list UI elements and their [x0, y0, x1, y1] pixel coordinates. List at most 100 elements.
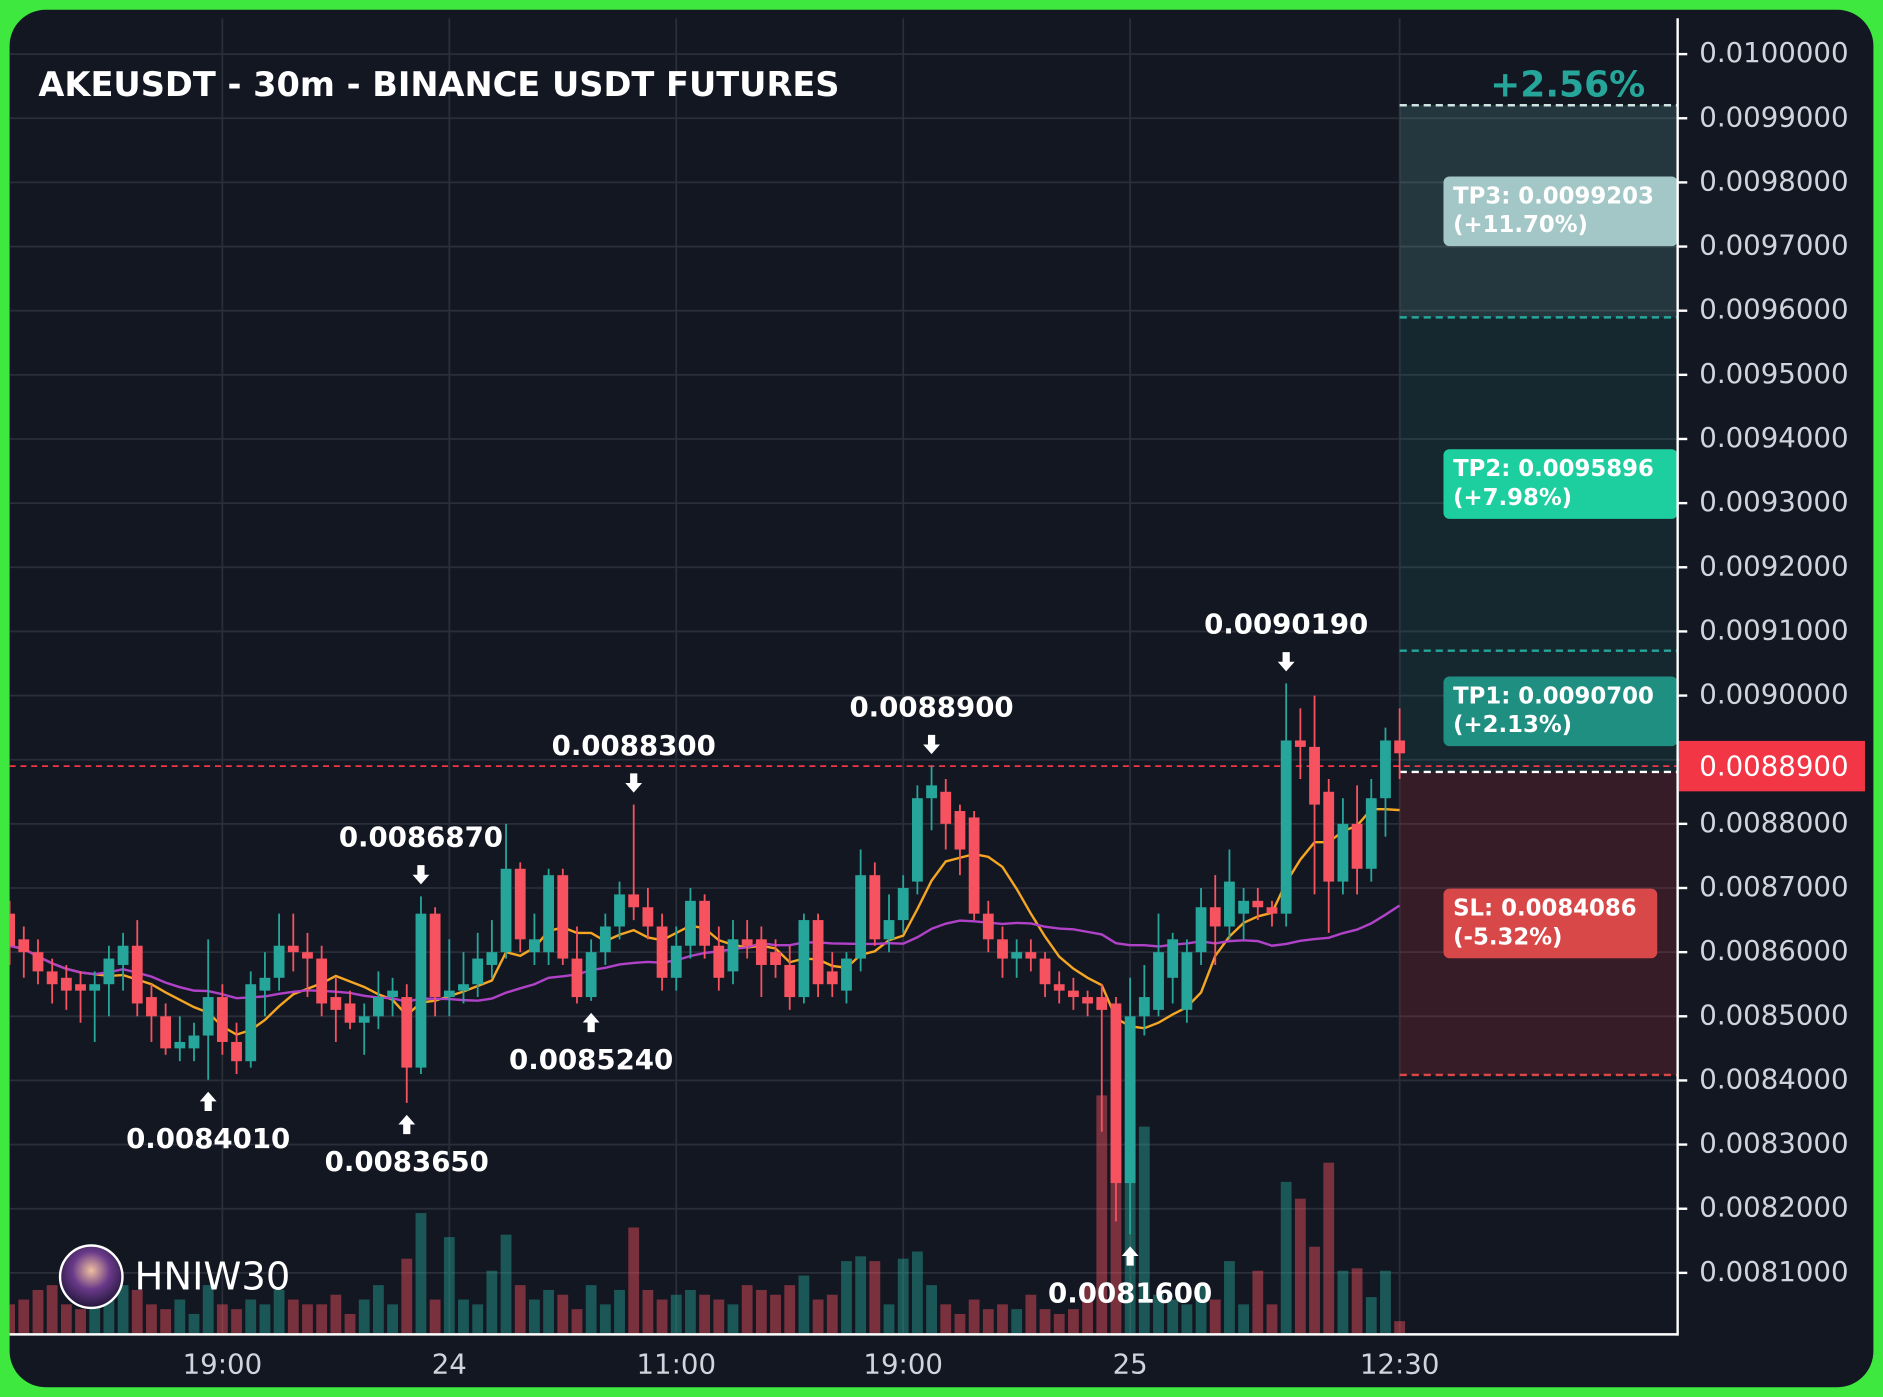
y-tick-label: 0.0082000 [1699, 1191, 1848, 1224]
candle-body [1351, 823, 1363, 869]
candle-body [1337, 823, 1349, 882]
candle-body [401, 997, 413, 1068]
x-tick-label: 25 [1113, 1348, 1148, 1381]
y-tick-label: 0.0092000 [1699, 549, 1848, 582]
annotation-arrow [582, 1012, 600, 1033]
candle-body [415, 913, 427, 1068]
chart-title: AKEUSDT - 30m - BINANCE USDT FUTURES [38, 65, 839, 104]
volume-bar [443, 1237, 455, 1334]
volume-bar [231, 1309, 242, 1334]
candle-body [245, 984, 257, 1062]
stop-label: SL: 0.0084086 [1453, 896, 1637, 922]
volume-bar [1181, 1304, 1193, 1334]
y-tick-label: 0.0100000 [1699, 36, 1848, 69]
candle-body [614, 894, 625, 927]
candle-body [1167, 939, 1179, 978]
candle-body [103, 958, 115, 985]
candle-body [585, 952, 597, 998]
candle-body [1394, 740, 1406, 754]
y-tick-label: 0.0086000 [1699, 934, 1848, 967]
volume-bar [841, 1261, 852, 1334]
candle-body [1380, 740, 1391, 799]
candle-body [46, 971, 58, 985]
volume-bar [529, 1299, 540, 1334]
candle-body [699, 900, 711, 946]
volume-bar [1167, 1299, 1179, 1334]
candle-body [131, 945, 143, 1004]
y-tick-label: 0.0099000 [1699, 100, 1848, 133]
candle-body [1053, 984, 1065, 991]
candle-body [940, 791, 952, 824]
target-box [1443, 449, 1678, 519]
volume-bar [1138, 1126, 1150, 1334]
annotation-label: 0.0083650 [325, 1145, 489, 1178]
y-tick-label: 0.0096000 [1699, 293, 1848, 326]
candle-body [926, 785, 937, 799]
volume-bar [32, 1289, 44, 1334]
volume-bar [1280, 1181, 1292, 1334]
volume-bar [741, 1285, 753, 1334]
candle-body [60, 977, 72, 991]
volume-bar [46, 1285, 58, 1334]
volume-bar [1224, 1261, 1235, 1334]
volume-bar [1351, 1268, 1363, 1334]
volume-bar [75, 1309, 86, 1334]
volume-bar [656, 1299, 668, 1334]
volume-bar [273, 1289, 285, 1334]
candle-body [1365, 798, 1377, 869]
volume-bar [940, 1304, 952, 1334]
y-tick-label: 0.0081000 [1699, 1255, 1848, 1288]
volume-bar [1110, 1136, 1122, 1334]
volume-bar [1238, 1304, 1250, 1334]
candle-body [146, 997, 157, 1017]
watermark-avatar [58, 1244, 124, 1310]
candle-body [330, 997, 342, 1010]
candle-body [287, 945, 299, 953]
candle-body [443, 990, 455, 998]
volume-bar [1068, 1309, 1079, 1334]
volume-bar [103, 1280, 115, 1334]
volume-bar [1082, 1285, 1093, 1334]
candle-body [529, 939, 540, 953]
candle-body [954, 811, 966, 850]
candle-body [798, 920, 810, 998]
candle-body [1309, 746, 1320, 805]
y-tick-label: 0.0097000 [1699, 229, 1848, 262]
candle-body [968, 817, 980, 914]
candle-body [1011, 952, 1023, 959]
candle-body [372, 997, 384, 1017]
volume-bar [486, 1270, 498, 1334]
last-price-label: 0.0088900 [1699, 749, 1848, 782]
annotation-label: 0.0084010 [126, 1122, 290, 1155]
volume-bar [18, 1299, 30, 1334]
annotation-label: 0.0088300 [552, 729, 716, 762]
y-tick-label: 0.0094000 [1699, 421, 1848, 454]
candle-body [543, 875, 555, 953]
volume-bar [401, 1258, 413, 1334]
candle-body [259, 977, 271, 991]
volume-bar [954, 1313, 966, 1334]
overlay: 0.0081000 0.0082000 0.0083000 0.0084000 0.00… [126, 36, 1865, 1381]
watermark: HNIW30 [135, 1255, 291, 1300]
candle-body [982, 913, 994, 940]
volume-bar [670, 1294, 682, 1334]
volume-bar [1025, 1294, 1037, 1334]
y-tick-label: 0.0095000 [1699, 357, 1848, 390]
candle-body [472, 958, 484, 985]
annotation-arrow [398, 1114, 416, 1135]
candle-body [1068, 990, 1079, 998]
candle-body [770, 952, 781, 965]
volume-bar [1394, 1321, 1406, 1334]
candle-body [302, 952, 313, 959]
volume-bar [727, 1304, 739, 1334]
candle-body [429, 913, 441, 998]
volume-bar [188, 1313, 200, 1334]
candle-body [571, 958, 583, 998]
volume-bar [1337, 1270, 1349, 1334]
volume-layer [9, 1095, 1406, 1334]
candle-body [1209, 907, 1221, 927]
candle-body [1280, 740, 1292, 914]
volume-bar [514, 1285, 526, 1334]
annotation-label: 0.0088900 [849, 690, 1013, 723]
